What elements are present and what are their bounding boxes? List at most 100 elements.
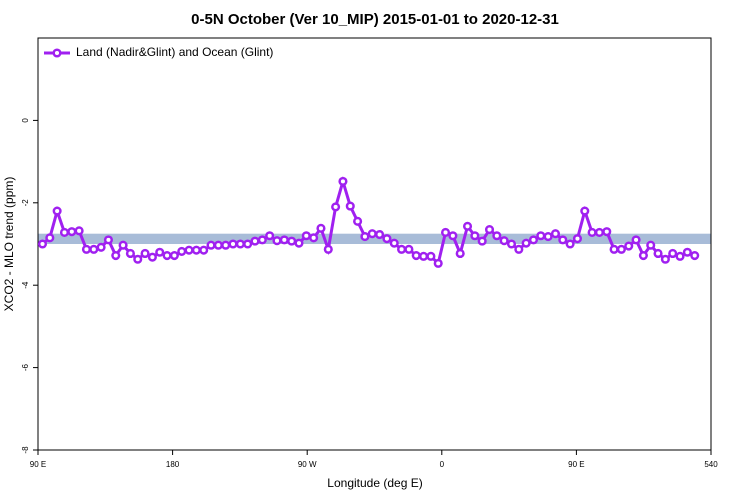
data-point [360, 232, 370, 242]
data-point [272, 236, 282, 246]
x-tick-label: 0 [440, 460, 445, 469]
data-point [404, 244, 414, 254]
data-point [316, 223, 326, 233]
data-point [140, 248, 150, 259]
data-point [118, 240, 128, 250]
legend-label: Land (Nadir&Glint) and Ocean (Glint) [76, 45, 273, 59]
data-point [660, 254, 670, 264]
data-point [587, 227, 597, 238]
data-point [37, 239, 48, 249]
data-point [448, 231, 458, 241]
data-point [602, 227, 612, 237]
data-point [543, 232, 553, 242]
chart-title: 0-5N October (Ver 10_MIP) 2015-01-01 to … [191, 11, 559, 28]
data-point [265, 231, 275, 241]
data-point [609, 244, 619, 254]
data-point [103, 235, 113, 245]
data-point [89, 244, 99, 254]
data-point [169, 250, 179, 261]
data-point [506, 239, 517, 249]
legend-marker [52, 48, 62, 58]
data-point [111, 250, 121, 261]
data-point [646, 240, 656, 250]
data-point [624, 241, 634, 251]
data-point [411, 250, 421, 261]
data-point [419, 251, 429, 261]
data-point [338, 176, 348, 186]
data-point [375, 229, 385, 240]
y-tick-label: 0 [21, 118, 30, 123]
data-point [572, 234, 582, 244]
data-point [96, 242, 106, 252]
data-point [426, 251, 436, 261]
x-tick-label: 180 [166, 460, 180, 469]
data-point [287, 236, 297, 246]
data-point [367, 229, 377, 239]
data-point [397, 244, 407, 254]
x-axis-label: Longitude (deg E) [327, 476, 422, 490]
data-point [594, 227, 604, 238]
data-point [499, 236, 509, 246]
data-point [279, 235, 289, 245]
data-point [294, 238, 304, 248]
data-point [191, 245, 201, 255]
x-tick-label: 540 [704, 460, 718, 469]
data-point [301, 231, 311, 241]
x-tick-label: 90 E [568, 460, 584, 469]
y-tick-label: -8 [21, 446, 30, 454]
data-point [250, 236, 260, 246]
data-point [440, 227, 451, 238]
data-point [389, 238, 399, 248]
data-point [550, 229, 561, 239]
y-axis-label: XCO2 - MLO trend (ppm) [2, 177, 16, 312]
data-point [184, 245, 194, 255]
data-point [59, 227, 70, 238]
data-point [257, 235, 267, 245]
y-tick-label: -4 [21, 281, 30, 289]
data-point [228, 239, 238, 249]
data-point [433, 258, 443, 268]
data-point [125, 248, 135, 259]
data-point [155, 247, 165, 257]
data-point [52, 206, 62, 216]
data-point [653, 248, 663, 259]
data-point [638, 250, 648, 261]
data-point [243, 239, 253, 249]
data-point [455, 248, 465, 259]
data-point [206, 240, 216, 250]
data-point [492, 231, 502, 241]
data-point [323, 244, 333, 254]
data-point [74, 226, 84, 236]
data-point [521, 238, 531, 248]
data-point [67, 227, 77, 237]
y-tick-label: -2 [21, 199, 30, 207]
data-point [45, 233, 55, 243]
data-point [309, 233, 319, 243]
data-point [470, 231, 480, 241]
data-point [162, 250, 172, 261]
data-point [199, 245, 209, 255]
data-point [177, 246, 187, 256]
data-point [477, 236, 487, 246]
data-point [675, 251, 685, 261]
data-point [668, 248, 678, 259]
data-point [514, 244, 524, 254]
data-point [235, 239, 245, 249]
data-point [353, 216, 363, 226]
x-tick-label: 90 E [30, 460, 46, 469]
data-point [382, 234, 392, 244]
data-point [690, 250, 700, 261]
data-point [213, 240, 223, 250]
y-tick-label: -6 [21, 363, 30, 371]
reference-band [38, 233, 711, 244]
data-point [462, 221, 473, 231]
data-point [221, 240, 231, 250]
data-point [616, 244, 626, 254]
data-point [565, 239, 575, 249]
data-point [558, 235, 568, 245]
data-point [682, 247, 692, 257]
data-point [536, 231, 546, 241]
series-line [41, 176, 696, 267]
data-point [484, 225, 495, 235]
